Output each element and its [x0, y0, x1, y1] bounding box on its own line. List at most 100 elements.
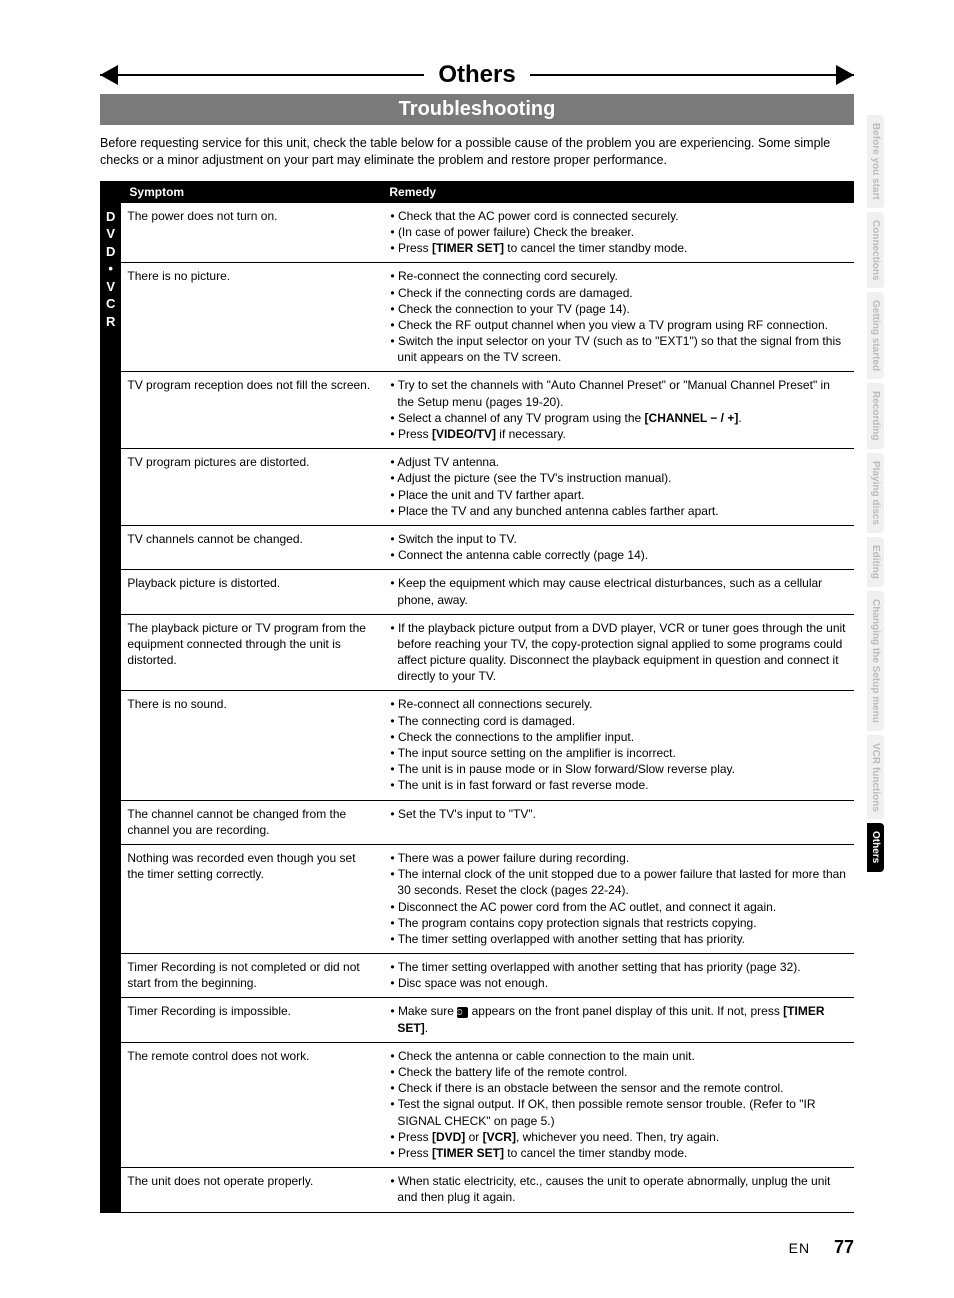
table-row: DVD•VCRThe power does not turn on.Check … [100, 203, 854, 263]
table-row: Timer Recording is impossible.Make sure … [100, 998, 854, 1042]
side-tab[interactable]: Connections [867, 212, 884, 289]
table-row: There is no sound.Re-connect all connect… [100, 691, 854, 800]
remedy-cell: The timer setting overlapped with anothe… [381, 954, 854, 998]
remedy-item: If the playback picture output from a DV… [387, 620, 848, 685]
remedy-item: Check the connection to your TV (page 14… [387, 301, 848, 317]
side-tab[interactable]: Before you start [867, 115, 884, 208]
table-row: TV program reception does not fill the s… [100, 372, 854, 449]
remedy-item: Try to set the channels with "Auto Chann… [387, 377, 848, 409]
subsection-title: Troubleshooting [100, 94, 854, 125]
banner-arrow-right-icon [836, 65, 854, 85]
remedy-item: The timer setting overlapped with anothe… [387, 931, 848, 947]
col-symptom: Symptom [121, 181, 381, 203]
remedy-item: Set the TV's input to "TV". [387, 806, 848, 822]
symptom-cell: There is no sound. [121, 691, 381, 800]
remedy-item: Switch the input selector on your TV (su… [387, 333, 848, 365]
remedy-item: Press [TIMER SET] to cancel the timer st… [387, 240, 848, 256]
side-tab[interactable]: Changing the Setup menu [867, 591, 884, 731]
symptom-cell: Nothing was recorded even though you set… [121, 844, 381, 953]
symptom-cell: There is no picture. [121, 263, 381, 372]
symptom-cell: TV channels cannot be changed. [121, 525, 381, 569]
symptom-cell: Timer Recording is impossible. [121, 998, 381, 1042]
remedy-item: Keep the equipment which may cause elect… [387, 575, 848, 607]
side-tabs: Before you start Connections Getting start… [867, 115, 899, 876]
remedy-item: Place the unit and TV farther apart. [387, 487, 848, 503]
remedy-item: The connecting cord is damaged. [387, 713, 848, 729]
table-row: TV channels cannot be changed.Switch the… [100, 525, 854, 569]
symptom-cell: Playback picture is distorted. [121, 570, 381, 614]
remedy-cell: If the playback picture output from a DV… [381, 614, 854, 691]
remedy-cell: Set the TV's input to "TV". [381, 800, 854, 844]
remedy-item: There was a power failure during recordi… [387, 850, 848, 866]
symptom-cell: The power does not turn on. [121, 203, 381, 263]
remedy-item: Connect the antenna cable correctly (pag… [387, 547, 848, 563]
footer-lang: EN [789, 1240, 810, 1256]
remedy-item: Check that the AC power cord is connecte… [387, 208, 848, 224]
remedy-item: Press [TIMER SET] to cancel the timer st… [387, 1145, 848, 1161]
symptom-cell: The playback picture or TV program from … [121, 614, 381, 691]
remedy-item: Check if the connecting cords are damage… [387, 285, 848, 301]
symptom-cell: The unit does not operate properly. [121, 1168, 381, 1212]
remedy-item: When static electricity, etc., causes th… [387, 1173, 848, 1205]
table-row: Playback picture is distorted.Keep the e… [100, 570, 854, 614]
remedy-cell: There was a power failure during recordi… [381, 844, 854, 953]
remedy-item: Disconnect the AC power cord from the AC… [387, 899, 848, 915]
remedy-cell: Check the antenna or cable connection to… [381, 1042, 854, 1167]
section-banner: Others [100, 60, 854, 90]
remedy-item: The internal clock of the unit stopped d… [387, 866, 848, 898]
remedy-item: Check if there is an obstacle between th… [387, 1080, 848, 1096]
page-footer: EN 77 [0, 1213, 954, 1258]
symptom-cell: TV program pictures are distorted. [121, 449, 381, 526]
remedy-item: Test the signal output. If OK, then poss… [387, 1096, 848, 1128]
remedy-item: The timer setting overlapped with anothe… [387, 959, 848, 975]
remedy-cell: Try to set the channels with "Auto Chann… [381, 372, 854, 449]
troubleshooting-table: Symptom Remedy DVD•VCRThe power does not… [100, 181, 854, 1213]
table-row: TV program pictures are distorted.Adjust… [100, 449, 854, 526]
remedy-item: Switch the input to TV. [387, 531, 848, 547]
side-tab[interactable]: Playing discs [867, 453, 884, 533]
table-row: The channel cannot be changed from the c… [100, 800, 854, 844]
remedy-cell: Check that the AC power cord is connecte… [381, 203, 854, 263]
remedy-item: Place the TV and any bunched antenna cab… [387, 503, 848, 519]
table-row: The unit does not operate properly.When … [100, 1168, 854, 1212]
remedy-cell: Re-connect the connecting cord securely.… [381, 263, 854, 372]
remedy-cell: Switch the input to TV.Connect the anten… [381, 525, 854, 569]
remedy-item: Check the connections to the amplifier i… [387, 729, 848, 745]
side-tab[interactable]: VCR functions [867, 735, 884, 820]
remedy-item: Press [VIDEO/TV] if necessary. [387, 426, 848, 442]
side-label: DVD•VCR [100, 203, 121, 1212]
table-corner [100, 181, 121, 203]
section-title: Others [424, 61, 529, 89]
remedy-item: Check the battery life of the remote con… [387, 1064, 848, 1080]
side-tab[interactable]: Others [867, 823, 884, 871]
footer-page: 77 [834, 1237, 854, 1257]
col-remedy: Remedy [381, 181, 854, 203]
remedy-item: Make sure ⏲ appears on the front panel d… [387, 1003, 848, 1035]
remedy-cell: Keep the equipment which may cause elect… [381, 570, 854, 614]
remedy-item: The input source setting on the amplifie… [387, 745, 848, 761]
table-row: There is no picture.Re-connect the conne… [100, 263, 854, 372]
remedy-item: Disc space was not enough. [387, 975, 848, 991]
remedy-item: Press [DVD] or [VCR], whichever you need… [387, 1129, 848, 1145]
table-row: The playback picture or TV program from … [100, 614, 854, 691]
remedy-item: (In case of power failure) Check the bre… [387, 224, 848, 240]
banner-arrow-left-icon [100, 65, 118, 85]
table-row: Nothing was recorded even though you set… [100, 844, 854, 953]
remedy-item: Check the antenna or cable connection to… [387, 1048, 848, 1064]
side-tab[interactable]: Editing [867, 537, 884, 587]
remedy-item: Re-connect all connections securely. [387, 696, 848, 712]
remedy-item: Check the RF output channel when you vie… [387, 317, 848, 333]
table-row: The remote control does not work.Check t… [100, 1042, 854, 1167]
remedy-cell: Make sure ⏲ appears on the front panel d… [381, 998, 854, 1042]
side-tab[interactable]: Recording [867, 383, 884, 448]
remedy-item: The unit is in fast forward or fast reve… [387, 777, 848, 793]
remedy-item: The program contains copy protection sig… [387, 915, 848, 931]
side-tab[interactable]: Getting started [867, 292, 884, 379]
remedy-item: Adjust TV antenna. [387, 454, 848, 470]
symptom-cell: TV program reception does not fill the s… [121, 372, 381, 449]
remedy-item: Adjust the picture (see the TV's instruc… [387, 470, 848, 486]
remedy-cell: Adjust TV antenna.Adjust the picture (se… [381, 449, 854, 526]
intro-text: Before requesting service for this unit,… [100, 135, 854, 169]
remedy-cell: Re-connect all connections securely.The … [381, 691, 854, 800]
symptom-cell: Timer Recording is not completed or did … [121, 954, 381, 998]
